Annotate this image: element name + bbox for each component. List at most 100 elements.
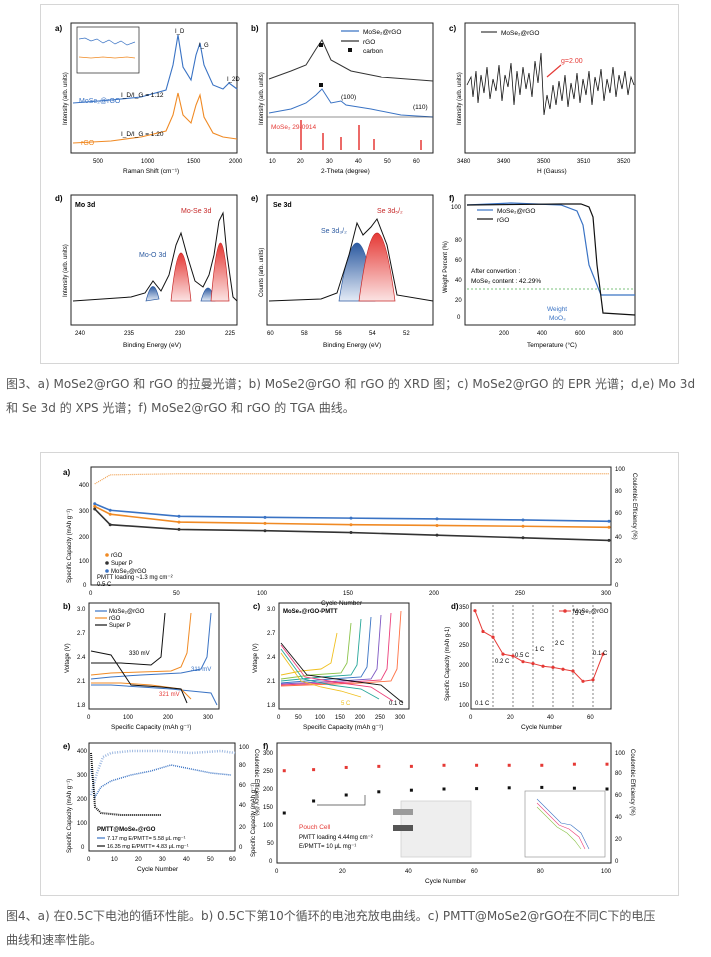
svg-text:3490: 3490 — [497, 159, 511, 165]
fig4a-point — [108, 508, 112, 512]
fig4a-coulombic-efficiency-line — [94, 473, 609, 485]
fig4a-point — [607, 538, 611, 542]
svg-text:3500: 3500 — [537, 159, 551, 165]
svg-text:Specific Capacity (mAh g⁻¹): Specific Capacity (mAh g⁻¹) — [111, 724, 191, 731]
svg-text:311 mV: 311 mV — [191, 667, 211, 673]
svg-text:100: 100 — [79, 559, 90, 565]
svg-text:rGO: rGO — [109, 616, 121, 622]
svg-text:60: 60 — [455, 258, 462, 264]
svg-text:Cycle Number: Cycle Number — [137, 866, 179, 873]
figure-3: a) I_D I_G I_2D I_D/I_G = 1.12 I_D/I_G =… — [40, 4, 679, 364]
svg-text:20: 20 — [339, 869, 346, 875]
svg-text:e): e) — [251, 194, 258, 203]
svg-text:300: 300 — [459, 623, 470, 629]
fig4d-point — [501, 652, 505, 656]
svg-text:Intensity (arb. units): Intensity (arb. units) — [457, 72, 463, 125]
svg-text:MoSe₂@rGO-PMTT: MoSe₂@rGO-PMTT — [283, 609, 338, 615]
svg-text:150: 150 — [459, 683, 470, 689]
svg-text:2.7: 2.7 — [267, 631, 276, 637]
figure-3-svg: a) I_D I_G I_2D I_D/I_G = 1.12 I_D/I_G =… — [55, 22, 636, 349]
svg-text:52: 52 — [403, 331, 410, 337]
svg-text:56: 56 — [335, 331, 342, 337]
svg-text:235: 235 — [124, 331, 135, 337]
svg-text:3480: 3480 — [457, 159, 471, 165]
svg-text:a): a) — [55, 24, 62, 33]
svg-text:60: 60 — [471, 869, 478, 875]
fig4a-point — [108, 523, 112, 527]
svg-text:250: 250 — [375, 715, 386, 721]
svg-text:80: 80 — [537, 869, 544, 875]
svg-text:300: 300 — [263, 751, 274, 757]
fig4c-curves — [280, 610, 404, 704]
fig4f-ce-point — [282, 769, 286, 773]
svg-text:MoSe₂@rGO: MoSe₂@rGO — [497, 208, 535, 215]
svg-text:1.8: 1.8 — [267, 703, 276, 709]
fig4f-ce-point — [605, 762, 609, 766]
fig4a-point — [349, 516, 353, 520]
svg-text:Weight Percent (%): Weight Percent (%) — [443, 241, 449, 293]
svg-text:200: 200 — [263, 787, 274, 793]
svg-text:Super P: Super P — [109, 623, 131, 629]
fig4a-point — [607, 525, 611, 529]
svg-text:50: 50 — [173, 591, 180, 597]
svg-text:MoSe₂ 29-0914: MoSe₂ 29-0914 — [271, 124, 317, 131]
svg-text:200: 200 — [499, 331, 510, 337]
svg-text:0: 0 — [469, 715, 473, 721]
fig4d-point — [581, 679, 585, 683]
svg-text:100: 100 — [239, 745, 250, 751]
svg-text:rGO: rGO — [497, 217, 509, 224]
svg-text:Binding Energy (eV): Binding Energy (eV) — [123, 342, 181, 349]
svg-text:2.4: 2.4 — [77, 655, 86, 661]
svg-text:MoSe₂ content : 42.29%: MoSe₂ content : 42.29% — [471, 278, 541, 285]
svg-text:b): b) — [63, 602, 71, 611]
svg-text:5 C: 5 C — [341, 701, 351, 707]
svg-text:Specific Capacity (mAh g⁻¹): Specific Capacity (mAh g⁻¹) — [67, 779, 73, 853]
svg-text:3.0: 3.0 — [77, 607, 86, 613]
svg-text:2-Theta (degree): 2-Theta (degree) — [321, 168, 370, 175]
svg-text:10: 10 — [111, 857, 118, 863]
fig4d-rate-label: 0.1 C — [475, 701, 490, 707]
svg-text:50: 50 — [295, 715, 302, 721]
svg-text:200: 200 — [355, 715, 366, 721]
svg-text:MoSe₂@rGO: MoSe₂@rGO — [573, 609, 609, 615]
figure-4-caption: 图4、a) 在0.5C下电池的循环性能。b) 0.5C下第10个循环的电池充放电… — [6, 904, 706, 952]
svg-text:a): a) — [63, 468, 70, 477]
fig4a-point — [435, 533, 439, 537]
fig4f-capacity-point — [507, 786, 511, 790]
svg-text:Cycle Number: Cycle Number — [521, 724, 563, 731]
fig3-panel-b: b) (100) (110) MoSe₂ 29-0914 MoSe₂@rGO r… — [251, 22, 434, 175]
fig4f-ce-point — [540, 763, 544, 767]
fig4f-ce-point — [344, 765, 348, 769]
svg-text:0: 0 — [239, 845, 243, 851]
svg-text:3510: 3510 — [577, 159, 591, 165]
svg-text:20: 20 — [507, 715, 514, 721]
svg-text:100: 100 — [315, 715, 326, 721]
fig4d-rate-label: 2 C — [555, 641, 565, 647]
svg-text:MoSe₂@rGO: MoSe₂@rGO — [501, 30, 539, 37]
svg-text:Coulombic Efficiency (%): Coulombic Efficiency (%) — [629, 749, 635, 816]
svg-text:150: 150 — [343, 591, 354, 597]
svg-text:Coulombic Efficiency (%): Coulombic Efficiency (%) — [631, 473, 637, 540]
fig4d-point — [601, 652, 605, 656]
fig4d-plot-area: 0.1 C 0.2 C 0.5 C 1 C 2 C 5 C 0.1 C — [473, 605, 608, 707]
fig4f-ce-point — [377, 764, 381, 768]
fig4f-ce-point — [475, 763, 479, 767]
fig4a-series-line-0 — [94, 502, 610, 523]
fig4d-point — [473, 609, 477, 613]
svg-text:Temperature (°C): Temperature (°C) — [527, 341, 577, 349]
fig4d-point — [511, 654, 515, 658]
svg-text:Weight: Weight — [547, 306, 567, 313]
svg-text:1.8: 1.8 — [77, 703, 86, 709]
svg-text:100: 100 — [615, 467, 626, 473]
svg-text:40: 40 — [547, 715, 554, 721]
svg-text:50: 50 — [267, 841, 274, 847]
svg-text:40: 40 — [615, 535, 622, 541]
svg-text:Pouch Cell: Pouch Cell — [299, 824, 331, 831]
svg-text:Super P: Super P — [111, 561, 133, 567]
fig4a-point — [263, 515, 267, 519]
svg-text:0: 0 — [269, 859, 273, 865]
svg-text:After convertion :: After convertion : — [471, 268, 520, 275]
fig4-panel-a: a) rGO Super P MoSe₂@rGO PMTT loading ~1… — [63, 466, 637, 607]
svg-text:I_D/I_G = 1.20: I_D/I_G = 1.20 — [121, 131, 164, 138]
